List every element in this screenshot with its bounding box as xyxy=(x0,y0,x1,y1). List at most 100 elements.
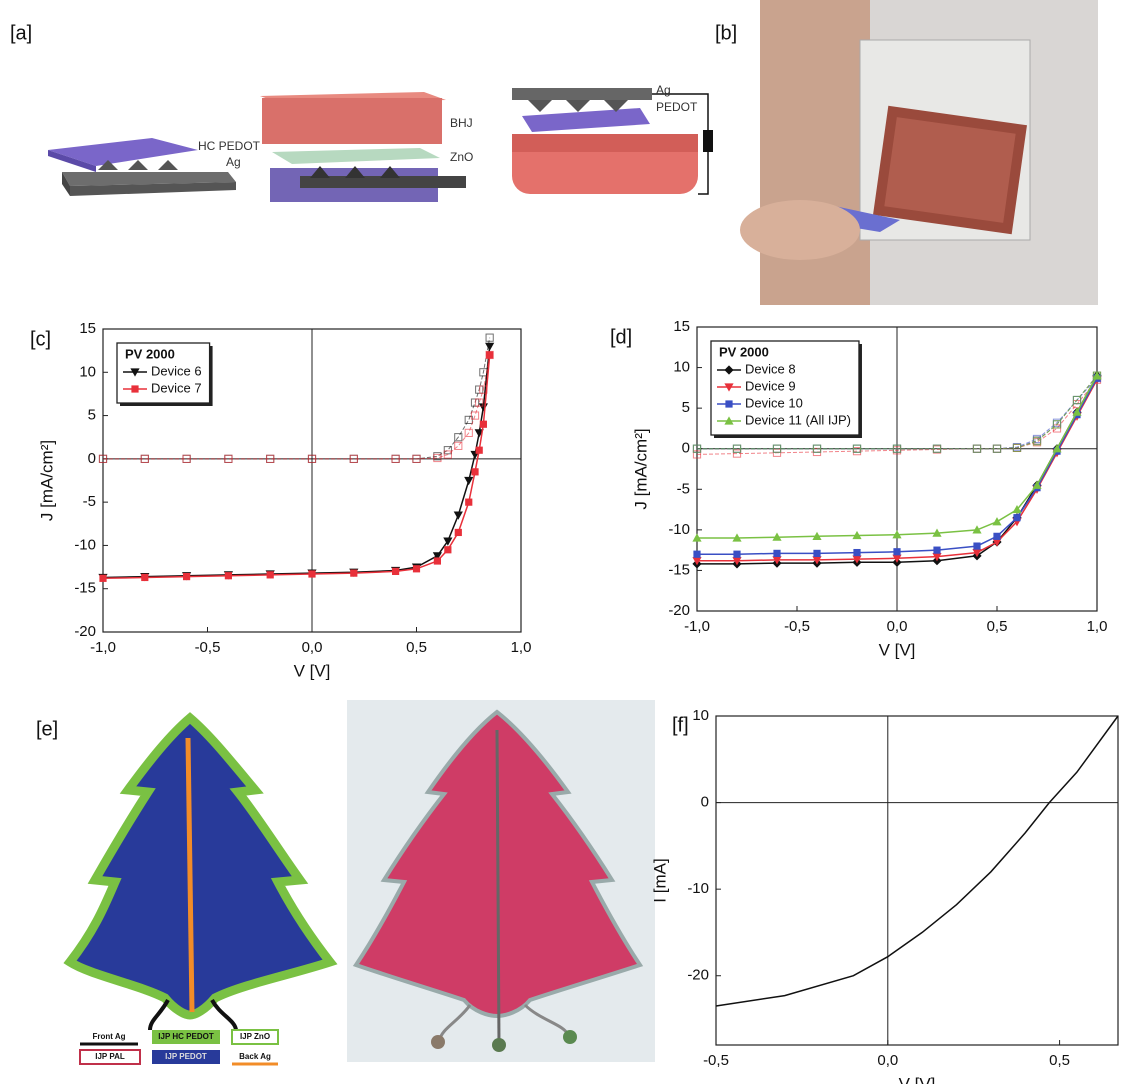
legend-title: PV 2000 xyxy=(719,344,769,359)
dark-marker xyxy=(98,454,108,463)
dark-marker xyxy=(182,454,191,463)
marker xyxy=(479,420,487,428)
legend-box xyxy=(78,1030,140,1044)
y-tick-label: -10 xyxy=(668,521,690,538)
marker xyxy=(972,548,982,558)
curve xyxy=(697,377,1098,555)
legend-label: Device 6 xyxy=(151,363,202,378)
y-tick-label: 0 xyxy=(682,440,690,457)
legend-label: Device 9 xyxy=(745,378,796,393)
marker xyxy=(1032,480,1042,489)
marker xyxy=(692,557,702,566)
marker xyxy=(478,403,488,412)
dark-marker xyxy=(470,411,480,420)
dark-marker xyxy=(470,398,480,407)
dark-marker xyxy=(692,450,702,459)
marker xyxy=(733,550,741,558)
dark-marker xyxy=(464,415,473,424)
marker xyxy=(266,571,274,579)
marker xyxy=(732,557,742,566)
legend-marker xyxy=(130,368,140,377)
panel-label: [b] xyxy=(715,22,737,44)
marker xyxy=(433,557,441,565)
x-tick-label: 1,0 xyxy=(511,639,532,656)
dark-marker xyxy=(852,444,862,453)
marker xyxy=(773,549,781,557)
legend-swatch xyxy=(231,1029,279,1045)
marker xyxy=(350,569,358,577)
marker xyxy=(471,468,479,476)
legend-swatch xyxy=(152,1050,220,1064)
legend-label: Device 10 xyxy=(745,395,803,410)
y-tick-label: -20 xyxy=(668,602,690,619)
dark-marker xyxy=(892,444,902,453)
curve xyxy=(715,715,1119,1007)
layer-stack-1 xyxy=(48,138,236,196)
y-tick-label: 0 xyxy=(88,450,96,467)
dark-marker xyxy=(732,449,742,458)
marker xyxy=(99,574,107,582)
marker xyxy=(464,476,474,486)
dark-marker xyxy=(454,441,463,450)
dark-marker xyxy=(772,444,782,453)
marker xyxy=(465,498,473,506)
x-tick-label: -0,5 xyxy=(703,1052,729,1069)
y-tick-label: -5 xyxy=(83,493,96,510)
tree-schematic xyxy=(63,712,338,1031)
legend-marker xyxy=(724,365,734,375)
tree-photo xyxy=(347,700,655,1062)
marker xyxy=(893,548,901,556)
x-axis-label: V [V] xyxy=(899,1074,936,1084)
marker xyxy=(772,532,782,541)
marker xyxy=(813,549,821,557)
y-tick-label: 10 xyxy=(673,359,690,376)
dark-marker xyxy=(1072,395,1082,405)
panel-label: [f] xyxy=(672,714,689,736)
layer-label: Ag xyxy=(656,83,671,97)
x-tick-label: 0,0 xyxy=(887,618,908,635)
dark-marker xyxy=(266,454,275,463)
marker xyxy=(444,546,452,554)
marker xyxy=(972,525,982,534)
layer-stack-3 xyxy=(512,88,713,195)
y-tick-label: -15 xyxy=(74,580,96,597)
panel-label: [c] xyxy=(30,328,51,350)
marker xyxy=(992,517,1002,526)
marker xyxy=(852,555,862,564)
dark-marker xyxy=(475,398,484,407)
legend-label: IJP HC PEDOT xyxy=(158,1032,214,1041)
dark-marker xyxy=(732,444,742,453)
x-tick-label: 0,0 xyxy=(302,639,323,656)
y-tick-label: 5 xyxy=(682,399,690,416)
curve xyxy=(697,379,1098,562)
marker xyxy=(224,572,232,580)
y-tick-label: -10 xyxy=(74,536,96,553)
x-tick-label: 0,5 xyxy=(1049,1052,1070,1069)
dark-marker xyxy=(454,433,463,442)
dark-marker xyxy=(140,454,149,463)
layer-label: HC PEDOT xyxy=(198,139,261,153)
marker xyxy=(432,552,442,561)
marker xyxy=(486,351,494,359)
marker xyxy=(475,446,483,454)
dark-marker xyxy=(932,444,942,453)
dark-marker xyxy=(433,453,442,463)
dark-marker xyxy=(475,385,484,394)
marker xyxy=(308,570,316,578)
dark-marker xyxy=(412,454,421,463)
x-tick-label: -1,0 xyxy=(90,639,116,656)
panel-label: [a] xyxy=(10,22,32,44)
marker xyxy=(772,556,782,565)
marker xyxy=(141,573,149,582)
layer-label: PEDOT xyxy=(656,100,698,114)
marker xyxy=(973,542,981,550)
curve xyxy=(697,375,1098,539)
legend-marker xyxy=(131,385,139,393)
legend-label: Device 7 xyxy=(151,380,202,395)
legend-marker xyxy=(724,416,734,425)
marker xyxy=(993,532,1001,540)
x-tick-label: -0,5 xyxy=(195,639,221,656)
y-axis-label: J [mA/cm²] xyxy=(37,440,56,521)
legend: PV 2000 Device 8 Device 9 Device 10 Device 1… xyxy=(710,340,860,436)
marker xyxy=(183,572,191,581)
